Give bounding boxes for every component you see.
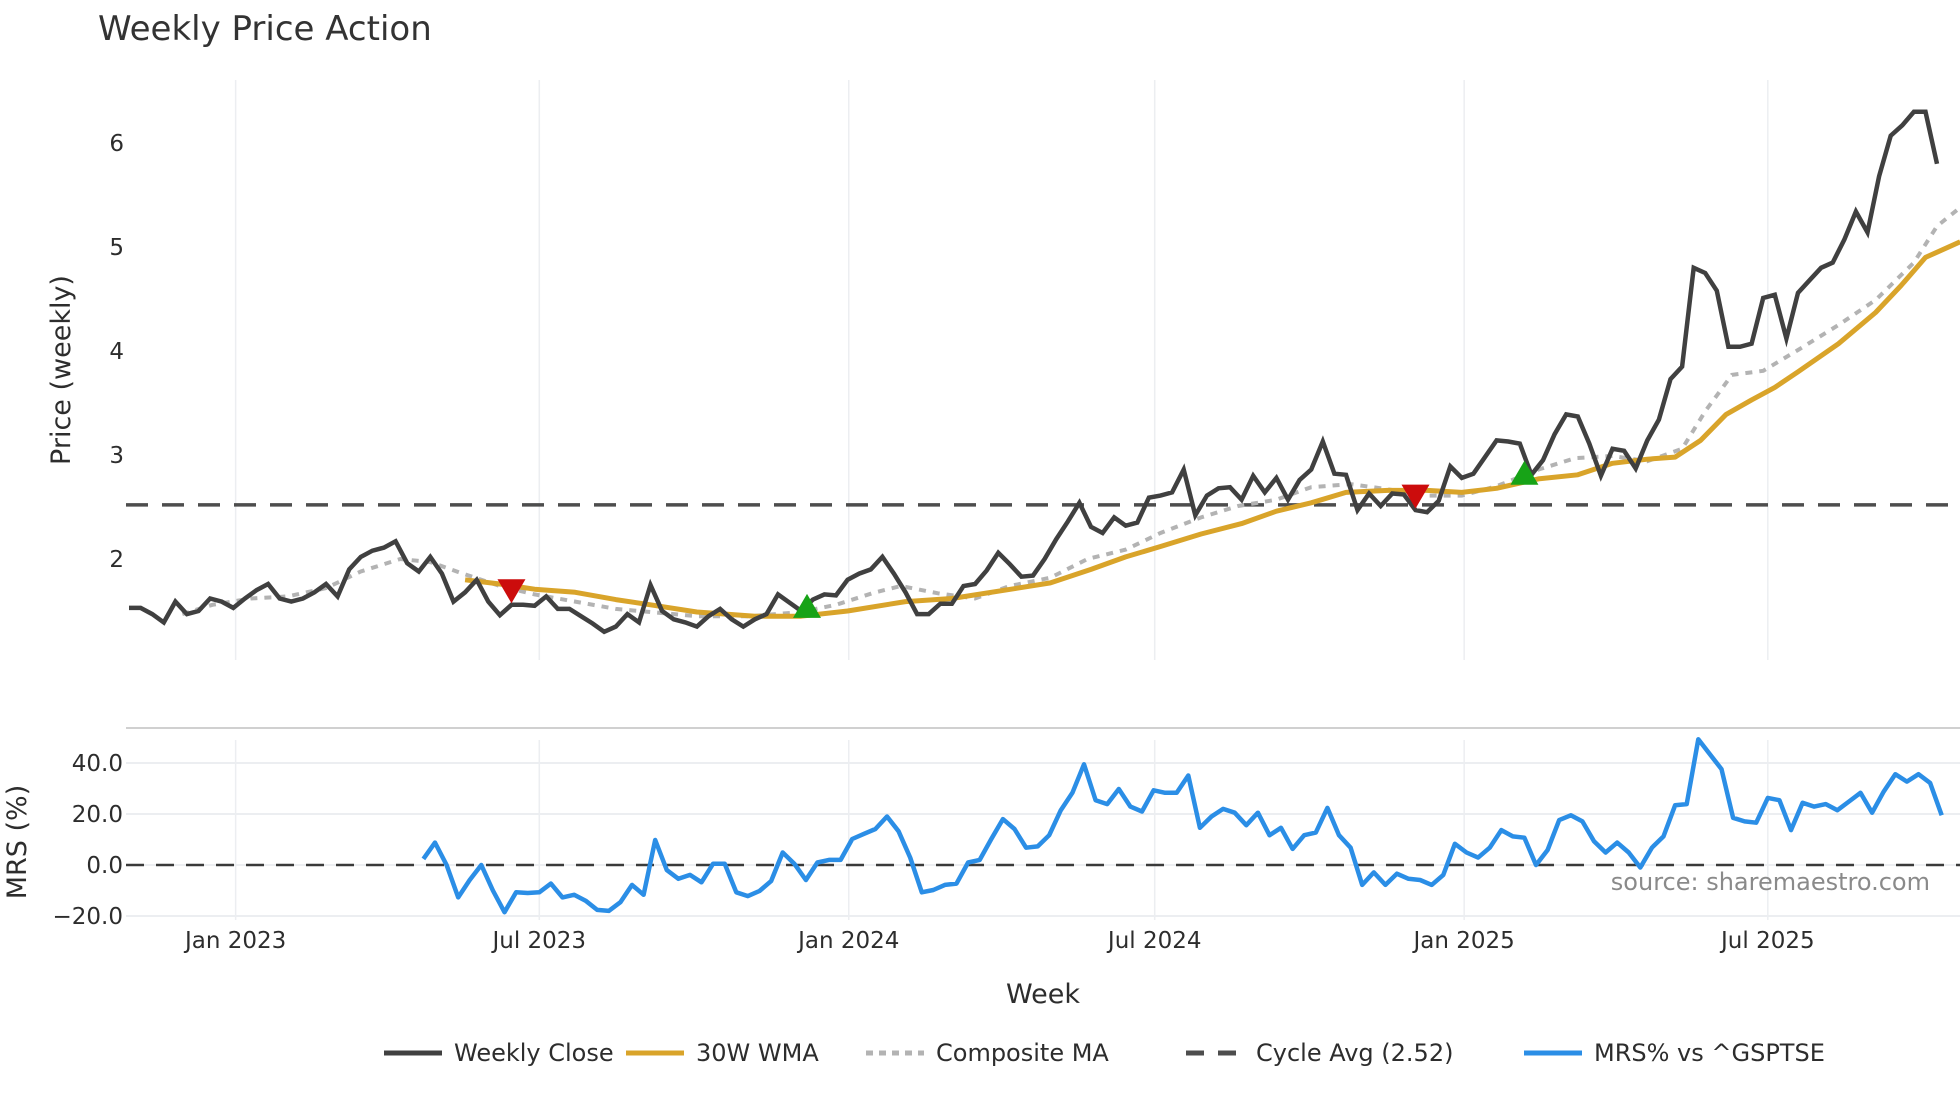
buy-signal-triangle-up-icon <box>793 593 822 618</box>
wma-30w-line <box>464 239 1960 619</box>
price-y-tick-label: 5 <box>109 235 124 261</box>
mrs-y-tick-label: 0.0 <box>86 853 123 879</box>
sell-signal-triangle-down-icon <box>1401 484 1430 509</box>
mrs-line <box>421 737 1944 915</box>
x-axis-title: Week <box>1006 979 1080 1010</box>
x-tick-label: Jan 2023 <box>183 928 286 954</box>
x-axis-ticks: Jan 2023 Jul 2023 Jan 2024 Jul 2024 Jan 2025… <box>183 928 1815 954</box>
weekly-close-line <box>129 109 1940 635</box>
chart-title: Weekly Price Action <box>98 9 432 49</box>
legend-label: Weekly Close <box>454 1039 614 1067</box>
legend-item-composite: Composite MA <box>866 1039 1109 1067</box>
sell-signal-triangle-down-icon <box>497 579 526 604</box>
legend-label: 30W WMA <box>696 1039 819 1067</box>
legend-label: Composite MA <box>936 1039 1109 1067</box>
mrs-y-axis-ticks: 40.0 20.0 0.0 −20.0 <box>53 751 123 930</box>
source-watermark: source: sharemaestro.com <box>1611 868 1930 896</box>
x-tick-label: Jul 2024 <box>1106 928 1202 954</box>
mrs-y-tick-label: 40.0 <box>72 751 123 777</box>
composite-ma-line <box>181 205 1960 619</box>
price-gridlines <box>234 80 1769 660</box>
legend-label: Cycle Avg (2.52) <box>1256 1039 1453 1067</box>
legend-item-wma: 30W WMA <box>626 1039 819 1067</box>
x-tick-label: Jul 2025 <box>1719 928 1815 954</box>
legend-label: MRS% vs ^GSPTSE <box>1594 1039 1825 1067</box>
legend-item-cycle_avg: Cycle Avg (2.52) <box>1186 1039 1453 1067</box>
mrs-y-tick-label: −20.0 <box>53 904 123 930</box>
price-y-tick-label: 4 <box>109 339 124 365</box>
legend-item-mrs: MRS% vs ^GSPTSE <box>1524 1039 1825 1067</box>
signal-markers <box>497 460 1539 618</box>
mrs-y-tick-label: 20.0 <box>72 802 123 828</box>
price-panel: 2 3 4 5 6 Price (weekly) <box>46 80 1960 660</box>
legend-item-close: Weekly Close <box>384 1039 614 1067</box>
x-tick-label: Jul 2023 <box>490 928 586 954</box>
mrs-panel: 40.0 20.0 0.0 −20.0 MRS (%) source: sharema… <box>2 737 1960 930</box>
price-y-tick-label: 2 <box>109 547 124 573</box>
price-y-axis-ticks: 2 3 4 5 6 <box>109 131 124 573</box>
mrs-y-axis-title: MRS (%) <box>2 785 33 900</box>
legend: Weekly Close 30W WMA Composite MA Cycle Avg… <box>384 1039 1825 1067</box>
buy-signal-triangle-up-icon <box>1510 460 1539 485</box>
x-tick-label: Jan 2024 <box>796 928 899 954</box>
price-y-tick-label: 6 <box>109 131 124 157</box>
x-tick-label: Jan 2025 <box>1412 928 1515 954</box>
price-y-axis-title: Price (weekly) <box>46 275 77 465</box>
price-y-tick-label: 3 <box>109 443 124 469</box>
